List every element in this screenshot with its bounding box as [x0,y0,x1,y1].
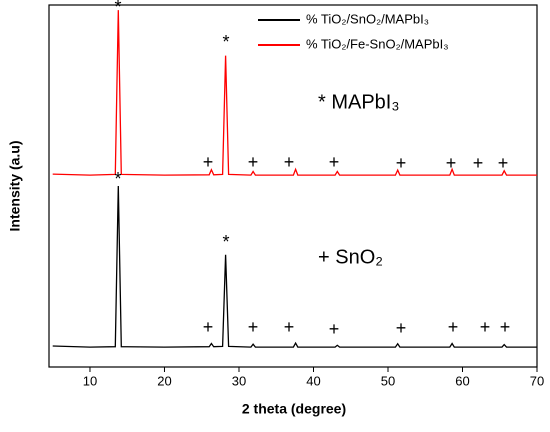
annotation: * [114,169,121,189]
annotation: + [500,317,511,337]
annotation: * [114,0,121,17]
annotation: + [396,153,407,173]
annotation: + [448,317,459,337]
annotation: + [329,152,340,172]
x-axis-label: 2 theta (degree) [242,401,346,417]
plot-frame [48,4,538,368]
annotation: * [222,32,229,52]
annotation: + [248,317,259,337]
annotation: + [329,319,340,339]
x-tick-label: 60 [455,373,469,388]
series-line [52,185,537,348]
x-tick-label: 20 [157,373,171,388]
annotation: + [284,152,295,172]
annotation: + [498,153,509,173]
x-tick-label: 30 [232,373,246,388]
x-tick-label: 10 [83,373,97,388]
annotation: + [284,317,295,337]
annotation: + [248,152,259,172]
annotation: + [480,317,491,337]
annotation: + [203,152,214,172]
legend-label: % TiO₂/Fe-SnO₂/MAPbI₃ [306,36,449,51]
x-tick-label: 70 [530,373,544,388]
y-axis-label: Intensity (a.u) [7,140,23,231]
annotation: + [473,153,484,173]
annotation: + SnO₂ [318,246,383,268]
x-tick-label: 40 [306,373,320,388]
annotation: + [446,153,457,173]
legend-label: % TiO₂/SnO₂/MAPbI₃ [306,11,429,26]
annotation: * MAPbI₃ [318,91,400,113]
annotation: + [203,317,214,337]
series-line [52,10,537,176]
x-tick-label: 50 [381,373,395,388]
annotation: + [396,318,407,338]
annotation: * [222,232,229,252]
